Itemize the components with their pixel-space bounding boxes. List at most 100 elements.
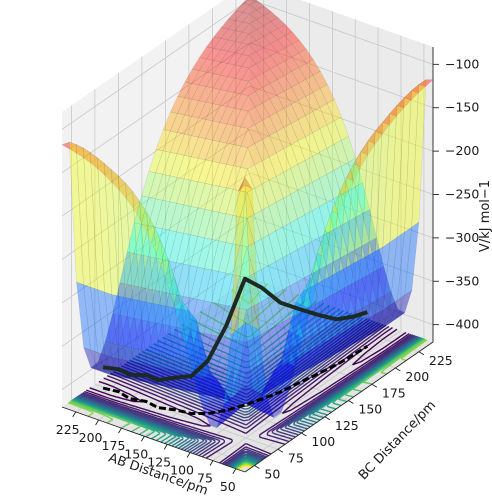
surface-patch — [168, 294, 184, 328]
surface-patch — [255, 102, 270, 121]
surface-patch — [191, 117, 206, 138]
surface-patch — [211, 240, 227, 272]
surface-patch — [404, 221, 420, 296]
surface-patch — [202, 376, 218, 398]
surface-patch — [199, 46, 215, 60]
surface-patch — [239, 191, 255, 219]
surface-patch — [126, 347, 141, 372]
surface-patch — [204, 269, 219, 303]
surface-patch — [281, 357, 297, 385]
surface-patch — [339, 262, 355, 335]
surface-patch — [132, 200, 147, 219]
surface-patch — [155, 200, 170, 230]
surface-patch — [232, 216, 248, 246]
surface-patch — [276, 148, 291, 173]
x-tick-label: 50 — [220, 479, 236, 494]
surface-patch — [153, 303, 169, 370]
surface-patch — [111, 294, 127, 361]
surface-patch — [353, 139, 369, 264]
surface-patch — [162, 130, 178, 153]
surface-patch — [148, 198, 163, 228]
y-tick-label: 200 — [405, 369, 429, 384]
surface-patch — [119, 251, 135, 285]
surface-patch — [298, 115, 313, 138]
surface-patch — [261, 206, 277, 236]
surface-patch — [277, 35, 293, 49]
surface-patch — [305, 111, 321, 134]
surface-patch — [227, 10, 243, 21]
surface-patch — [206, 48, 222, 61]
surface-patch — [252, 382, 268, 403]
surface-patch — [232, 190, 248, 218]
surface-patch — [252, 386, 268, 396]
surface-patch — [403, 90, 419, 101]
surface-patch — [289, 249, 305, 283]
surface-patch — [233, 93, 249, 110]
surface-patch — [190, 136, 206, 159]
surface-patch — [241, 55, 257, 69]
surface-patch — [275, 289, 290, 323]
surface-patch — [382, 313, 398, 323]
surface-patch — [262, 116, 277, 136]
surface-patch — [196, 332, 212, 364]
surface-patch — [241, 23, 257, 34]
x-tick-label: 225 — [56, 422, 80, 437]
surface-patch — [248, 91, 263, 108]
surface-patch — [212, 61, 228, 76]
surface-patch — [275, 321, 290, 353]
surface-patch — [68, 141, 84, 285]
surface-patch — [234, 21, 250, 33]
surface-patch — [262, 43, 278, 57]
surface-patch — [304, 182, 320, 212]
surface-patch — [290, 164, 306, 191]
surface-patch — [404, 84, 419, 233]
contour-line — [79, 321, 417, 466]
surface-patch — [312, 88, 328, 108]
surface-patch — [224, 338, 240, 370]
surface-patch — [242, 4, 258, 15]
y-tick-mark — [324, 416, 331, 421]
x-tick-mark — [118, 427, 122, 434]
surface-patch — [210, 335, 226, 367]
surface-patch — [118, 175, 134, 300]
surface-patch — [382, 299, 398, 329]
surface-patch — [182, 265, 198, 299]
surface-patch — [283, 86, 299, 105]
surface-patch — [211, 162, 227, 187]
surface-patch — [312, 152, 327, 179]
surface-patch — [275, 226, 291, 258]
surface-patch — [224, 391, 240, 401]
surface-patch — [211, 271, 226, 305]
surface-patch — [367, 130, 383, 145]
surface-patch — [231, 340, 247, 371]
y-tick-label: 50 — [264, 467, 280, 482]
x-tick-mark — [232, 468, 237, 474]
surface-patch — [332, 342, 348, 352]
surface-patch — [304, 273, 319, 307]
surface-patch — [139, 300, 155, 367]
surface-patch — [354, 330, 370, 340]
surface-patch — [210, 303, 226, 337]
surface-patch — [204, 210, 220, 240]
surface-patch — [181, 309, 197, 376]
surface-patch — [218, 164, 234, 189]
surface-patch — [284, 56, 300, 72]
surface-patch — [249, 19, 265, 30]
surface-patch — [296, 349, 312, 377]
surface-patch — [212, 122, 228, 142]
surface-patch — [347, 217, 363, 251]
surface-patch — [310, 253, 325, 283]
y-tick-label: 100 — [311, 434, 335, 449]
surface-patch — [126, 317, 142, 349]
surface-patch — [154, 353, 169, 378]
surface-patch — [317, 350, 333, 360]
surface-patch — [296, 362, 312, 372]
surface-patch — [217, 367, 233, 391]
surface-patch — [140, 288, 156, 322]
surface-patch — [203, 302, 219, 335]
surface-patch — [291, 100, 306, 120]
surface-patch — [277, 24, 293, 37]
surface-patch — [361, 313, 377, 341]
surface-patch — [195, 377, 211, 409]
surface-patch — [260, 297, 276, 331]
